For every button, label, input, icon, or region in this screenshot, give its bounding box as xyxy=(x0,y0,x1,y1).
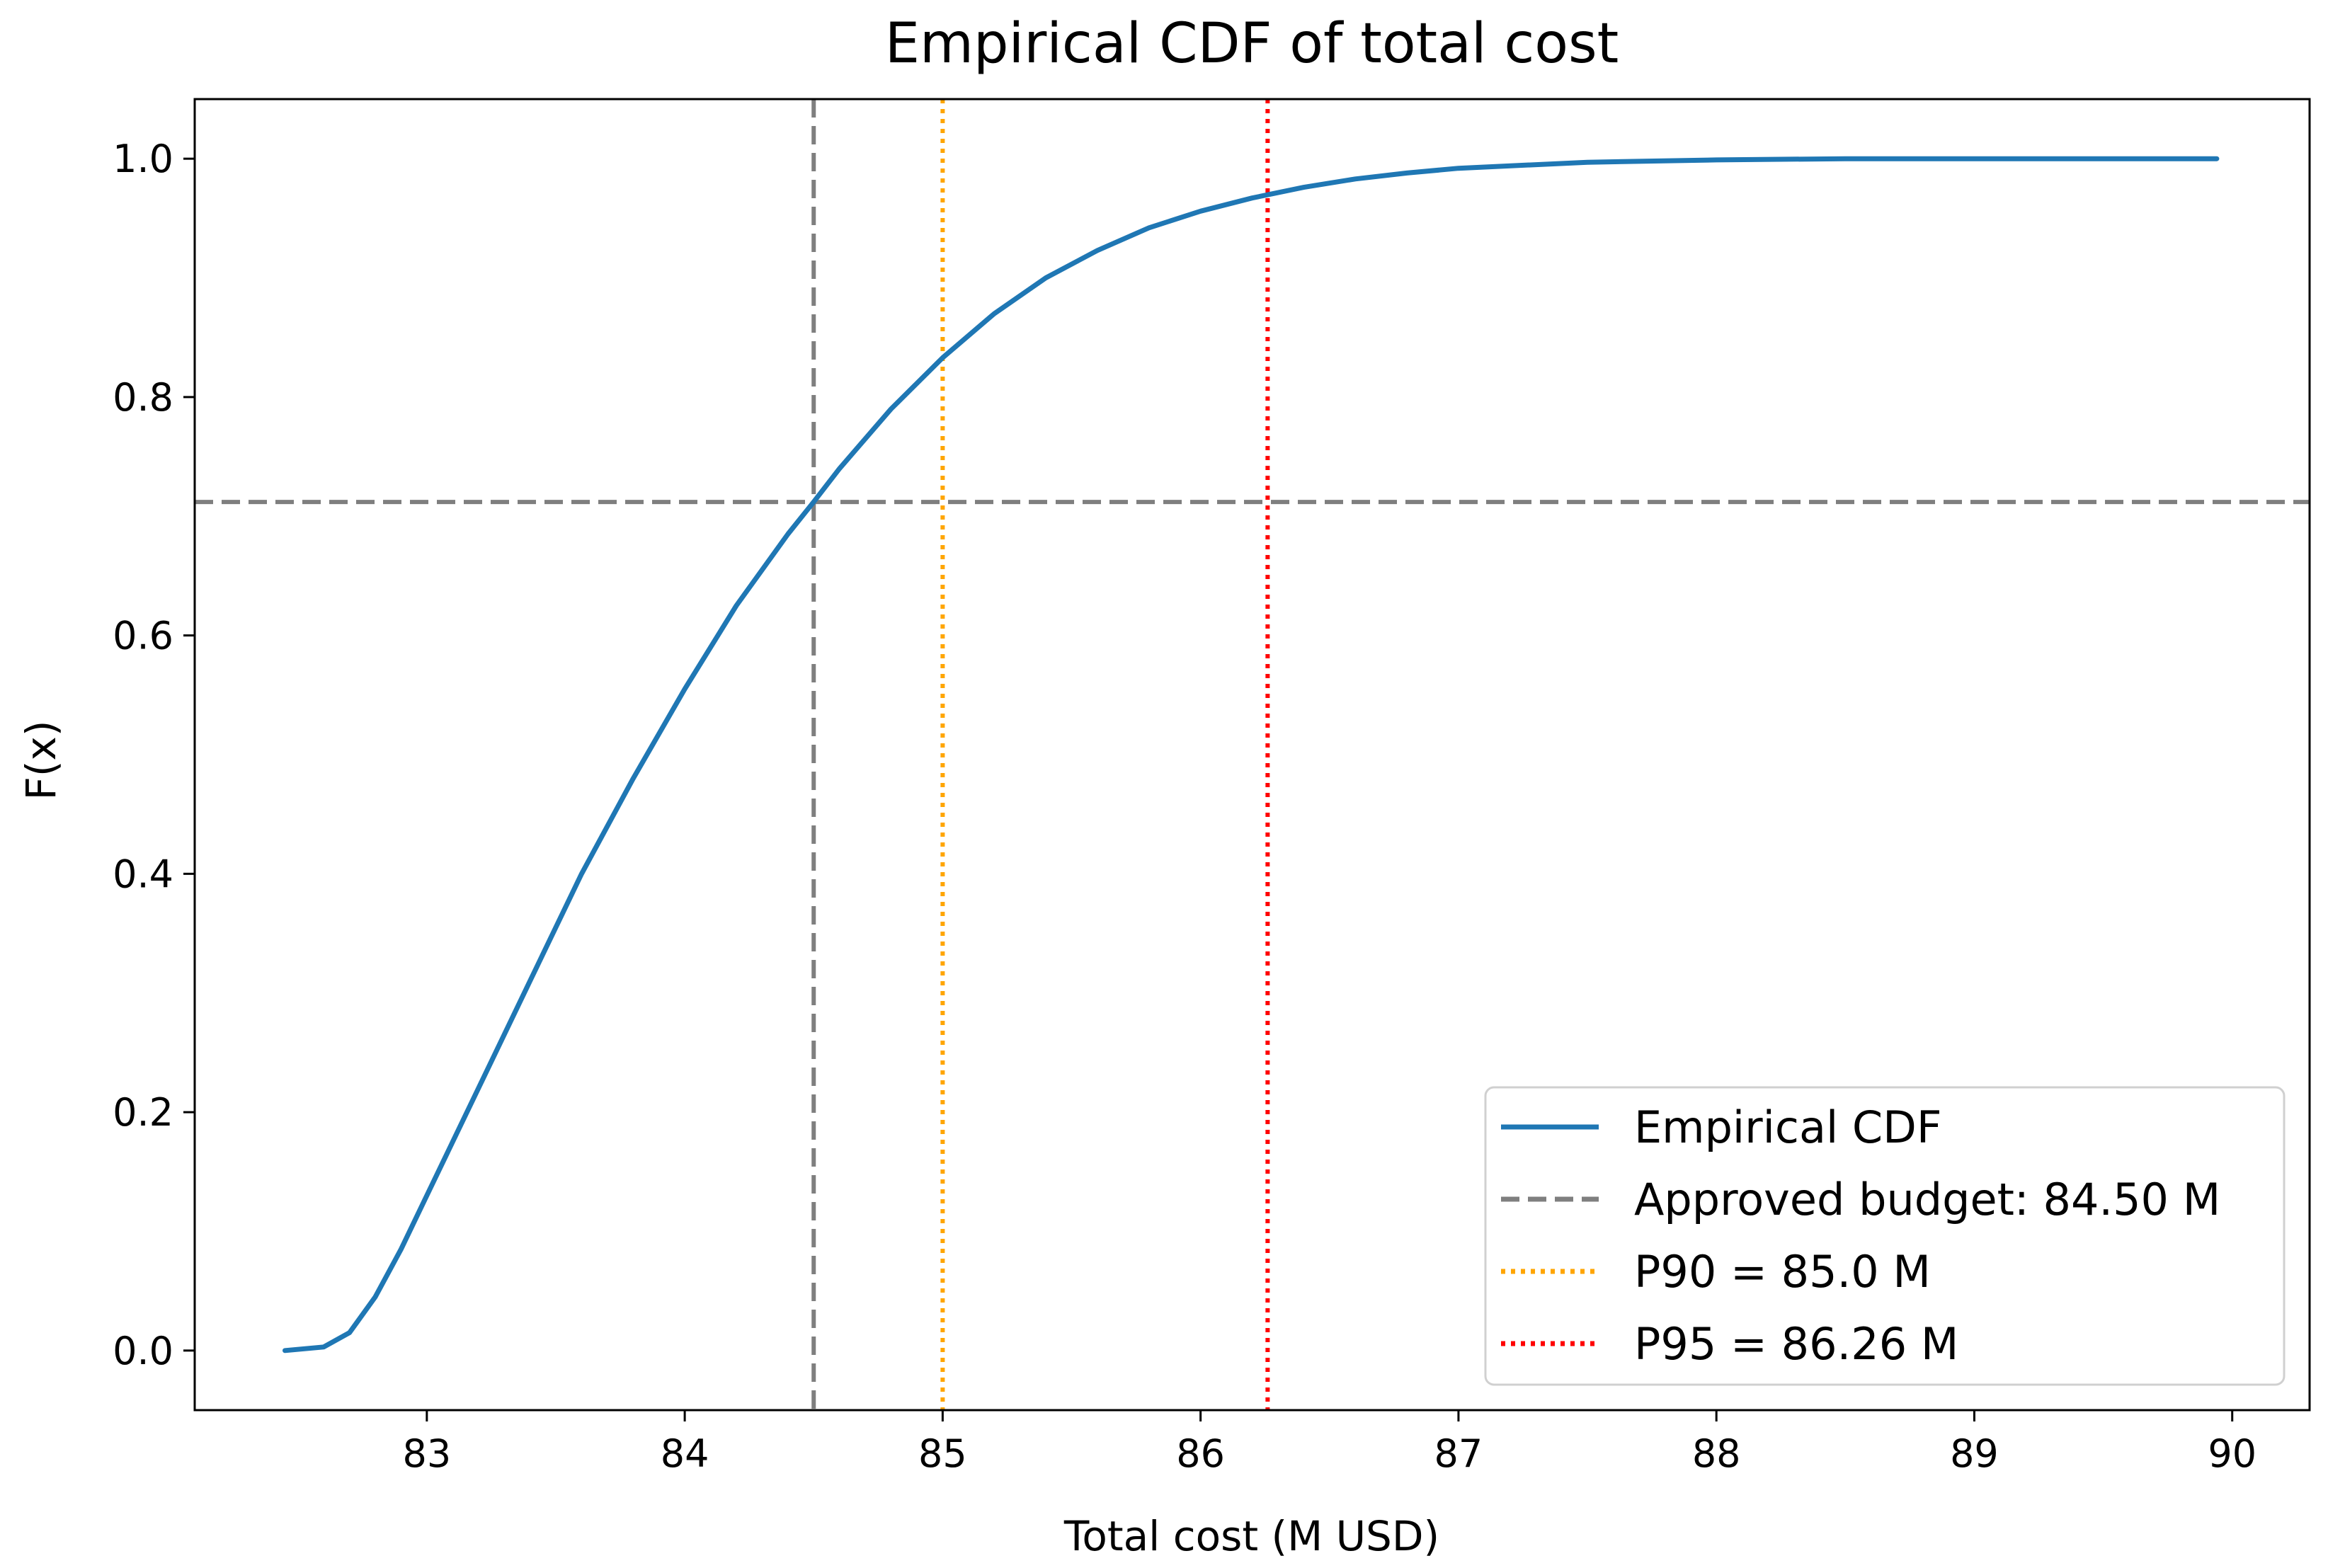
y-tick-label: 0.6 xyxy=(113,614,173,658)
y-tick-label: 0.2 xyxy=(113,1090,173,1135)
x-tick-label: 84 xyxy=(661,1431,709,1476)
x-tick-label: 88 xyxy=(1692,1431,1741,1476)
chart-title: Empirical CDF of total cost xyxy=(885,12,1619,76)
legend: Empirical CDF Approved budget: 84.50 M P90… xyxy=(1484,1086,2286,1386)
legend-label-3: P95 = 86.26 M xyxy=(1634,1318,1958,1370)
legend-box xyxy=(1484,1086,2286,1386)
axes-frame xyxy=(193,98,2311,1412)
plot-area: 83 84 85 86 87 88 89 90 0.0 0.2 0.4 0.6 0.8 1.0 xyxy=(113,98,2311,1476)
y-tick-label: 1.0 xyxy=(113,137,173,181)
series-line-0 xyxy=(283,156,2220,1354)
x-tick-label: 87 xyxy=(1434,1431,1483,1476)
x-tick-label: 89 xyxy=(1950,1431,1999,1476)
legend-label-1: Approved budget: 84.50 M xyxy=(1634,1174,2220,1225)
legend-label-2: P90 = 85.0 M xyxy=(1634,1246,1931,1298)
x-tick-label: 83 xyxy=(402,1431,451,1476)
y-tick-label: 0.4 xyxy=(113,852,173,896)
x-tick-label: 90 xyxy=(2208,1431,2256,1476)
x-tick-label: 86 xyxy=(1176,1431,1225,1476)
x-axis-label: Total cost (M USD) xyxy=(1063,1512,1439,1560)
y-axis-label: F(x) xyxy=(17,721,65,801)
y-tick-label: 0.0 xyxy=(113,1329,173,1373)
y-tick-label: 0.8 xyxy=(113,375,173,420)
x-tick-label: 85 xyxy=(918,1431,967,1476)
legend-label-0: Empirical CDF xyxy=(1634,1101,1942,1153)
